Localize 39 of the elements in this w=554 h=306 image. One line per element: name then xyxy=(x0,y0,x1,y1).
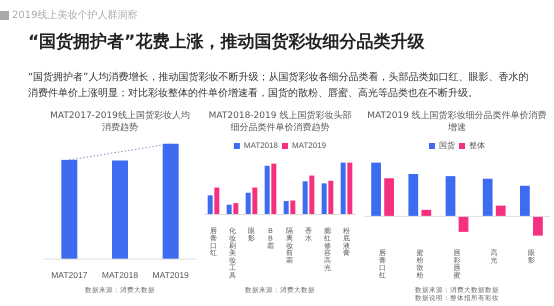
bar xyxy=(302,181,308,215)
bar xyxy=(226,204,232,215)
legend-label: 整体 xyxy=(469,141,485,150)
bar xyxy=(421,210,432,216)
bar xyxy=(482,178,493,216)
x-tick-label: MAT2017 xyxy=(51,270,88,280)
chart-title: MAT2019 线上国货彩妆细分品类件单价消费增速 xyxy=(366,110,548,134)
bar xyxy=(252,188,258,215)
bar xyxy=(208,195,213,215)
bar xyxy=(322,183,327,215)
text: “国货拥护者”花费上涨，推动国货彩妆细分品类升级 xyxy=(28,31,424,53)
bar xyxy=(446,176,456,216)
bar xyxy=(214,188,220,215)
bar xyxy=(233,203,238,215)
bar xyxy=(284,201,289,215)
chart-title: MAT2018-2019 线上国货彩妆头部细分品类件单价消费趋势 xyxy=(208,110,352,134)
legend-label: MAT2019 xyxy=(292,141,327,150)
bar xyxy=(271,164,276,215)
bar xyxy=(533,216,543,236)
bar xyxy=(371,162,381,216)
text: “国货拥护者”人均消费增长，推动国货彩妆不断升级；从国货彩妆各细分品类看，头部品类如口红、眼影、香水的消费件单价上涨明显；对比彩妆整体的件单价增速看，国货的散粉、唇蜜、高光等品类也在不断升级。 xyxy=(28,70,530,101)
text: 2019线上美妆个护人群洞察 xyxy=(11,8,138,22)
bar xyxy=(340,162,346,215)
bar xyxy=(264,166,270,215)
bar xyxy=(328,180,334,215)
chart-title: MAT2017-2019线上国货彩妆人均消费趋势 xyxy=(49,110,191,134)
bar xyxy=(347,162,352,215)
bar xyxy=(290,200,296,215)
legend-label: MAT2018 xyxy=(244,141,279,150)
bar xyxy=(458,216,468,232)
bar xyxy=(309,176,314,215)
bar xyxy=(496,206,506,216)
bar xyxy=(520,186,530,216)
bar xyxy=(408,174,418,216)
bar xyxy=(384,178,394,216)
x-tick-label: MAT2018 xyxy=(102,270,138,280)
x-tick-label: MAT2019 xyxy=(152,270,190,280)
bar xyxy=(246,192,251,215)
legend-label: 国货 xyxy=(439,141,455,150)
